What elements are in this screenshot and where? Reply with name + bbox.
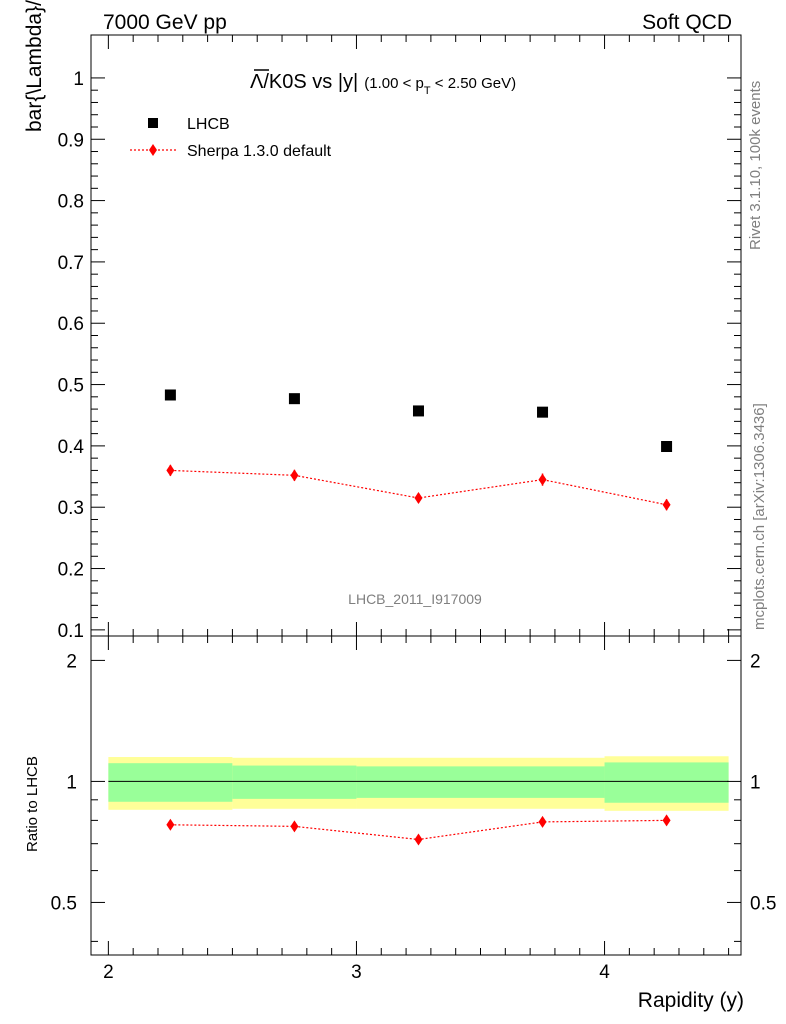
sherpa-ratio-point <box>662 814 671 827</box>
sherpa-point <box>538 473 547 486</box>
sherpa-point <box>414 492 423 505</box>
x-tick-label: 4 <box>599 962 610 983</box>
ratio-y-tick-label-right: 2 <box>750 651 761 672</box>
lhcb-point <box>288 393 300 405</box>
plot-title: Λ/K0S vs |y| (1.00 < pT < 2.50 GeV) <box>250 71 516 97</box>
legend-label-sherpa: Sherpa 1.3.0 default <box>187 143 332 160</box>
ratio-band-inner <box>480 766 605 798</box>
y-tick-label: 0.2 <box>58 560 84 581</box>
legend-marker-lhcb <box>148 118 158 128</box>
ratio-band-inner <box>356 766 481 798</box>
ratio-bands <box>108 756 729 811</box>
sherpa-point <box>290 469 299 482</box>
header-left: 7000 GeV pp <box>103 11 227 34</box>
ratio-y-axis-label: Ratio to LHCB <box>24 756 41 852</box>
sherpa-ratio-point <box>166 818 175 831</box>
sherpa-line <box>170 469 667 506</box>
y-tick-label: 0.7 <box>58 253 84 274</box>
ratio-band-inner <box>232 765 357 799</box>
y-tick-label: 0.5 <box>58 376 84 397</box>
x-tick-label: 3 <box>351 962 362 983</box>
mcplots-label: mcplots.cern.ch [arXiv:1306.3436] <box>751 403 768 630</box>
ratio-y-tick-label: 1 <box>66 772 77 793</box>
x-tick-label: 2 <box>103 962 114 983</box>
y-axis-label: bar{\Lambda}/K0s <box>19 0 49 132</box>
y-tick-label: 0.4 <box>58 437 85 458</box>
sherpa-ratio-point <box>538 815 547 828</box>
ratio-y-tick-label: 2 <box>66 651 77 672</box>
lhcb-point <box>661 441 673 453</box>
sherpa-point <box>662 498 671 511</box>
ratio-y-tick-label-right: 1 <box>750 772 761 793</box>
lhcb-point <box>164 389 176 401</box>
y-tick-label: 0.6 <box>58 314 84 335</box>
axes: 0.1 0.2 0.3 0.4 0.5 0.6 0.7 0.8 0.9 1 2 3 4 0.5 0.5 1 1 2… <box>51 34 776 983</box>
x-axis-label: Rapidity (y) <box>638 989 744 1012</box>
y-tick-label: 0.9 <box>58 130 84 151</box>
rivet-version-label: Rivet 3.1.10, 100k events <box>747 81 764 250</box>
sherpa-point <box>166 464 175 477</box>
sherpa-ratio-point <box>414 833 423 846</box>
y-tick-label: 0.1 <box>58 621 84 642</box>
y-tick-label: 1 <box>73 69 84 90</box>
analysis-id-label: LHCB_2011_I917009 <box>348 591 482 607</box>
ratio-y-tick-label: 0.5 <box>51 893 77 914</box>
ratio-panel-frame <box>90 635 742 956</box>
data-series <box>164 389 673 846</box>
legend-marker-sherpa <box>149 144 157 156</box>
y-tick-label: 0.8 <box>58 192 84 213</box>
lhcb-point <box>412 405 424 417</box>
ratio-band-inner <box>604 762 729 803</box>
sherpa-ratio-point <box>290 820 299 833</box>
y-tick-label: 0.3 <box>58 498 84 519</box>
header-right: Soft QCD <box>642 11 732 34</box>
ratio-y-tick-label-right: 0.5 <box>750 893 776 914</box>
legend-label-lhcb: LHCB <box>187 116 230 133</box>
ratio-band-inner <box>108 763 233 802</box>
lhcb-point <box>537 406 549 418</box>
